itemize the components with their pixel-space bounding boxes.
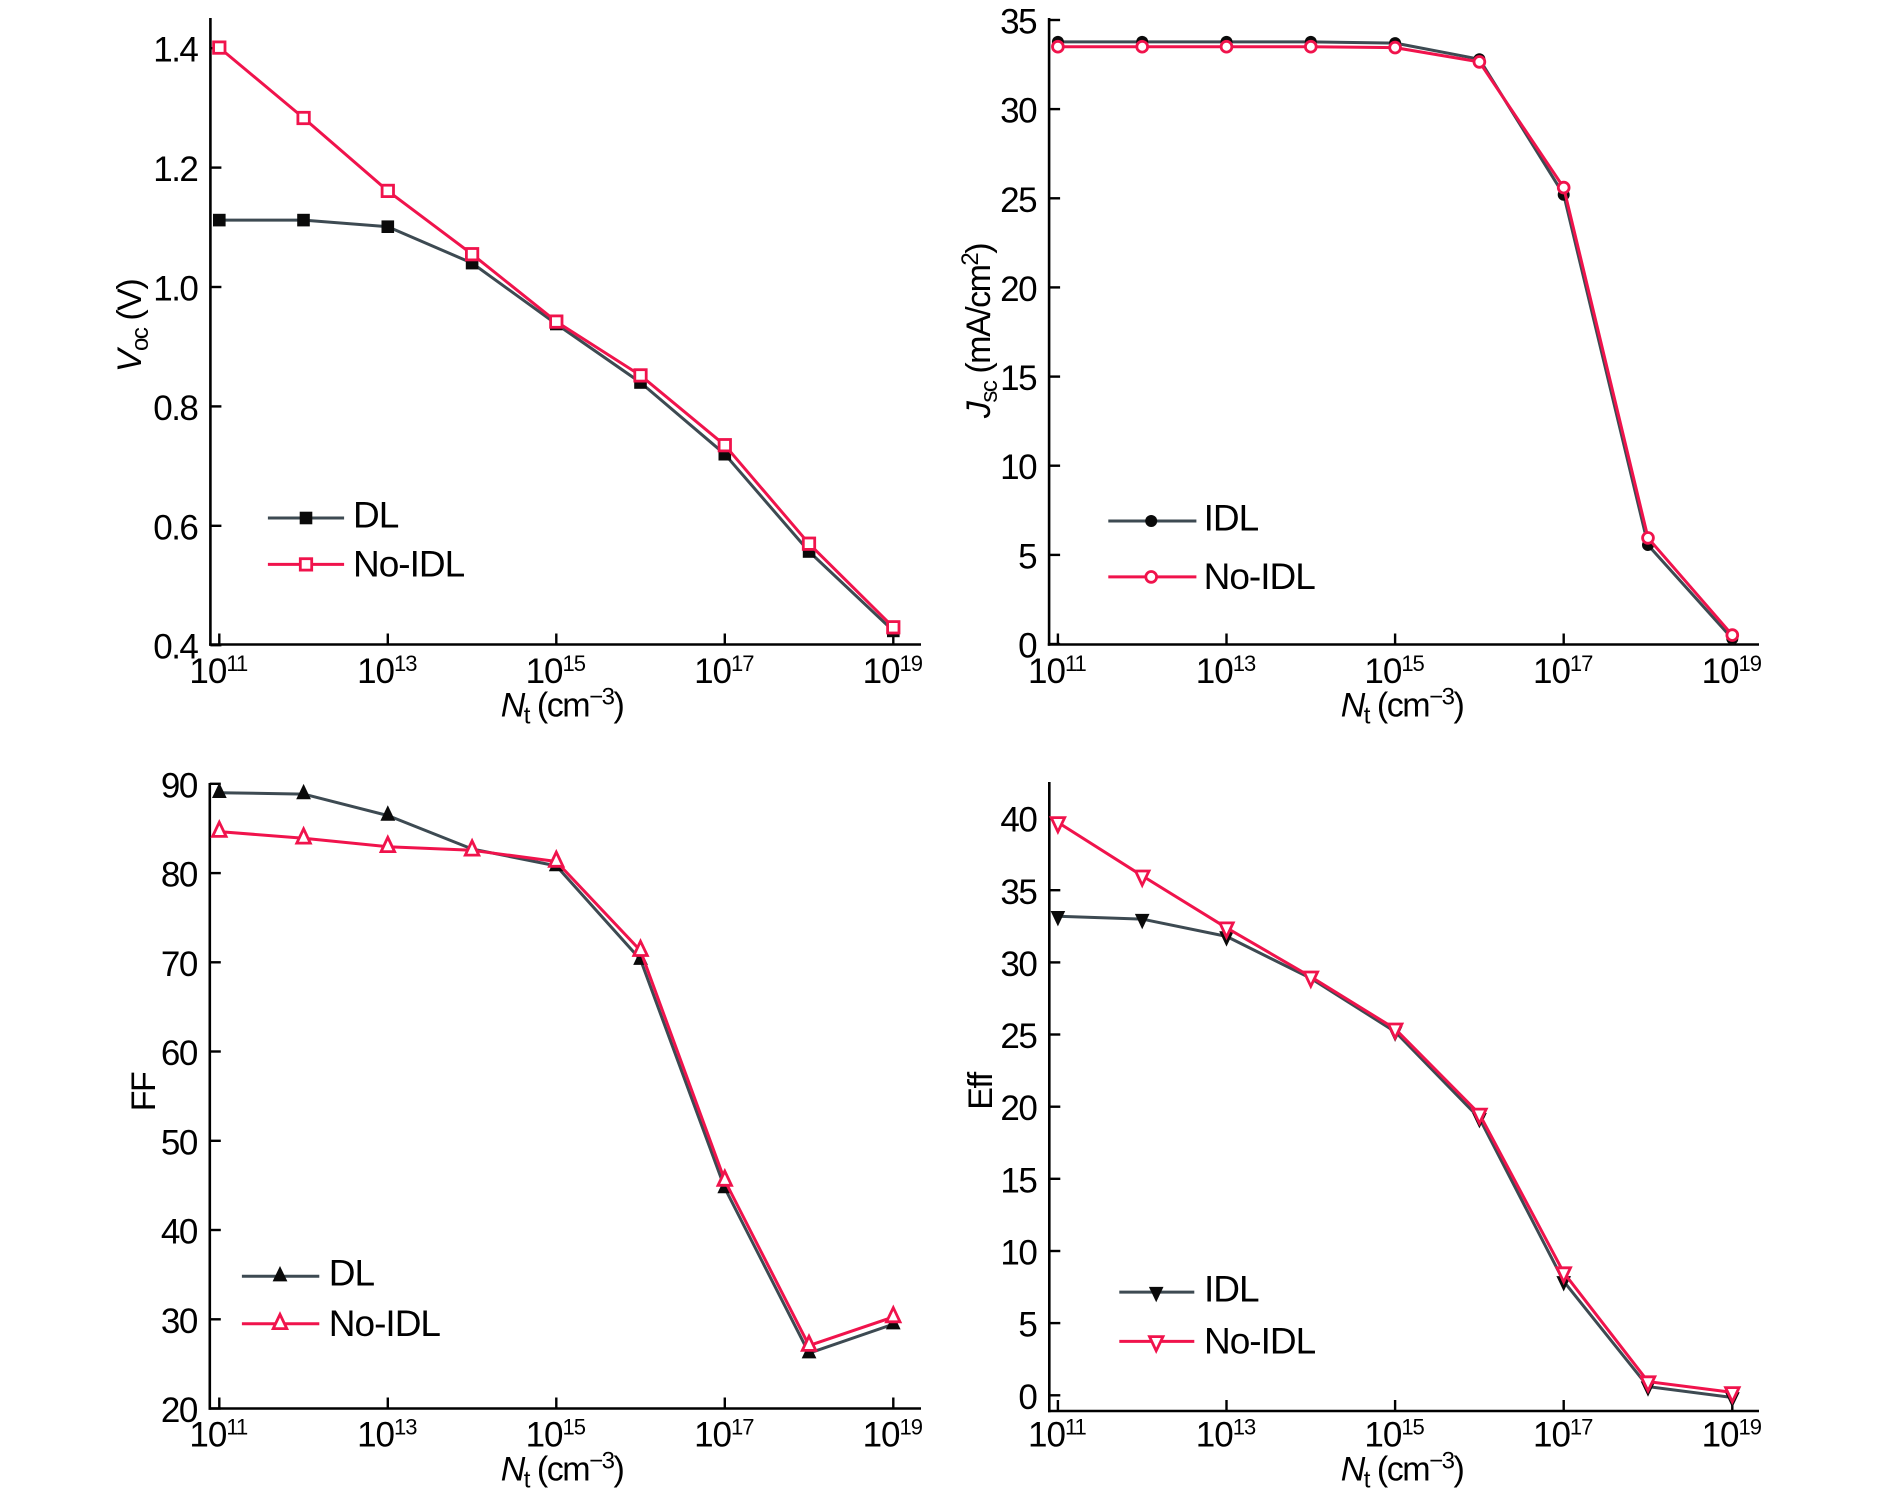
svg-text:1013: 1013: [357, 651, 417, 691]
svg-text:20: 20: [1000, 1089, 1037, 1128]
svg-text:1019: 1019: [1702, 1415, 1762, 1455]
svg-text:35: 35: [1000, 873, 1036, 912]
svg-text:50: 50: [161, 1123, 198, 1162]
svg-text:1011: 1011: [189, 1415, 248, 1455]
svg-text:1015: 1015: [526, 651, 586, 691]
svg-text:DL: DL: [329, 1253, 375, 1294]
svg-text:Nt (cm−3): Nt (cm−3): [501, 1448, 624, 1494]
svg-text:0.4: 0.4: [153, 628, 198, 667]
svg-text:IDL: IDL: [1204, 1269, 1259, 1310]
svg-text:1019: 1019: [1702, 651, 1762, 691]
svg-text:1017: 1017: [1533, 651, 1593, 691]
svg-text:60: 60: [161, 1034, 198, 1073]
svg-text:90: 90: [161, 766, 198, 805]
svg-text:20: 20: [1000, 270, 1037, 309]
svg-text:1.2: 1.2: [153, 150, 197, 189]
svg-text:0: 0: [1018, 1378, 1037, 1417]
svg-text:0: 0: [1018, 627, 1037, 666]
svg-text:10: 10: [1000, 1234, 1037, 1273]
svg-text:1013: 1013: [1196, 1415, 1256, 1455]
svg-text:No-IDL: No-IDL: [1204, 1320, 1316, 1361]
svg-text:10: 10: [1000, 448, 1037, 487]
svg-text:Nt (cm−3): Nt (cm−3): [1341, 1448, 1464, 1494]
svg-text:15: 15: [1000, 359, 1036, 398]
svg-text:No-IDL: No-IDL: [329, 1303, 441, 1344]
svg-text:Jsc (mA/cm2): Jsc (mA/cm2): [957, 244, 1003, 419]
svg-text:5: 5: [1018, 1306, 1036, 1345]
svg-text:25: 25: [1000, 181, 1036, 220]
svg-text:1.4: 1.4: [153, 31, 198, 70]
svg-text:Nt (cm−3): Nt (cm−3): [501, 684, 624, 730]
svg-text:1019: 1019: [863, 1415, 923, 1455]
svg-text:1017: 1017: [1533, 1415, 1593, 1455]
svg-text:IDL: IDL: [1204, 498, 1259, 539]
svg-text:No-IDL: No-IDL: [353, 543, 465, 584]
svg-text:FF: FF: [125, 1072, 163, 1111]
svg-text:1011: 1011: [1028, 1415, 1087, 1455]
svg-text:35: 35: [1000, 3, 1036, 42]
svg-text:30: 30: [1000, 945, 1037, 984]
svg-text:1015: 1015: [1364, 1415, 1424, 1455]
svg-text:Voc (V): Voc (V): [111, 280, 154, 372]
svg-text:1.0: 1.0: [153, 270, 198, 309]
svg-text:1015: 1015: [526, 1415, 586, 1455]
svg-text:DL: DL: [353, 495, 399, 536]
svg-text:20: 20: [161, 1391, 198, 1430]
svg-text:1011: 1011: [189, 651, 248, 691]
svg-text:1013: 1013: [357, 1415, 417, 1455]
svg-text:15: 15: [1000, 1161, 1036, 1200]
svg-text:1013: 1013: [1196, 651, 1256, 691]
svg-text:1011: 1011: [1028, 651, 1087, 691]
svg-text:1017: 1017: [694, 651, 754, 691]
svg-text:30: 30: [161, 1302, 198, 1341]
svg-text:1015: 1015: [1364, 651, 1424, 691]
svg-text:0.6: 0.6: [153, 508, 197, 547]
svg-text:1019: 1019: [863, 651, 923, 691]
svg-text:40: 40: [161, 1213, 198, 1252]
svg-text:No-IDL: No-IDL: [1204, 556, 1316, 597]
svg-text:30: 30: [1000, 92, 1037, 131]
svg-text:80: 80: [161, 856, 198, 895]
svg-text:40: 40: [1000, 801, 1037, 840]
svg-text:Nt (cm−3): Nt (cm−3): [1341, 684, 1464, 730]
svg-text:70: 70: [161, 945, 198, 984]
svg-text:0.8: 0.8: [153, 389, 197, 428]
svg-text:1017: 1017: [694, 1415, 754, 1455]
svg-text:5: 5: [1018, 537, 1036, 576]
svg-text:Eff: Eff: [962, 1071, 1000, 1110]
svg-text:25: 25: [1000, 1017, 1036, 1056]
